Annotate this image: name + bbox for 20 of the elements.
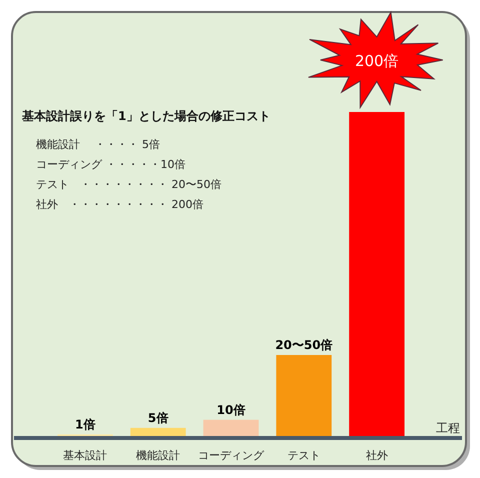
- x-tick-label: 社外: [366, 449, 388, 462]
- data-label: 200倍: [354, 52, 399, 70]
- bar: [349, 112, 405, 436]
- annotation: 機能設計 ・・・・ 5倍: [36, 138, 160, 151]
- x-axis-title: 工程: [436, 421, 460, 435]
- x-tick-label: コーディング: [198, 449, 265, 462]
- annotation: 社外 ・・・・・・・・・ 200倍: [36, 198, 204, 211]
- data-label: 1倍: [75, 417, 96, 432]
- annotation: コーディング ・・・・・10倍: [36, 158, 186, 171]
- bar: [203, 420, 259, 436]
- data-label: 10倍: [216, 402, 246, 417]
- bar: [276, 355, 332, 436]
- x-tick-label: 機能設計: [136, 449, 180, 462]
- data-label: 5倍: [148, 410, 168, 425]
- bar: [130, 428, 186, 436]
- chart-title: 基本設計誤りを「1」とした場合の修正コスト: [21, 109, 270, 123]
- x-tick-label: テスト: [287, 449, 320, 462]
- x-tick-label: 基本設計: [63, 449, 108, 462]
- data-label: 20〜50倍: [275, 338, 333, 352]
- annotation: テスト ・・・・・・・・ 20〜50倍: [36, 178, 222, 191]
